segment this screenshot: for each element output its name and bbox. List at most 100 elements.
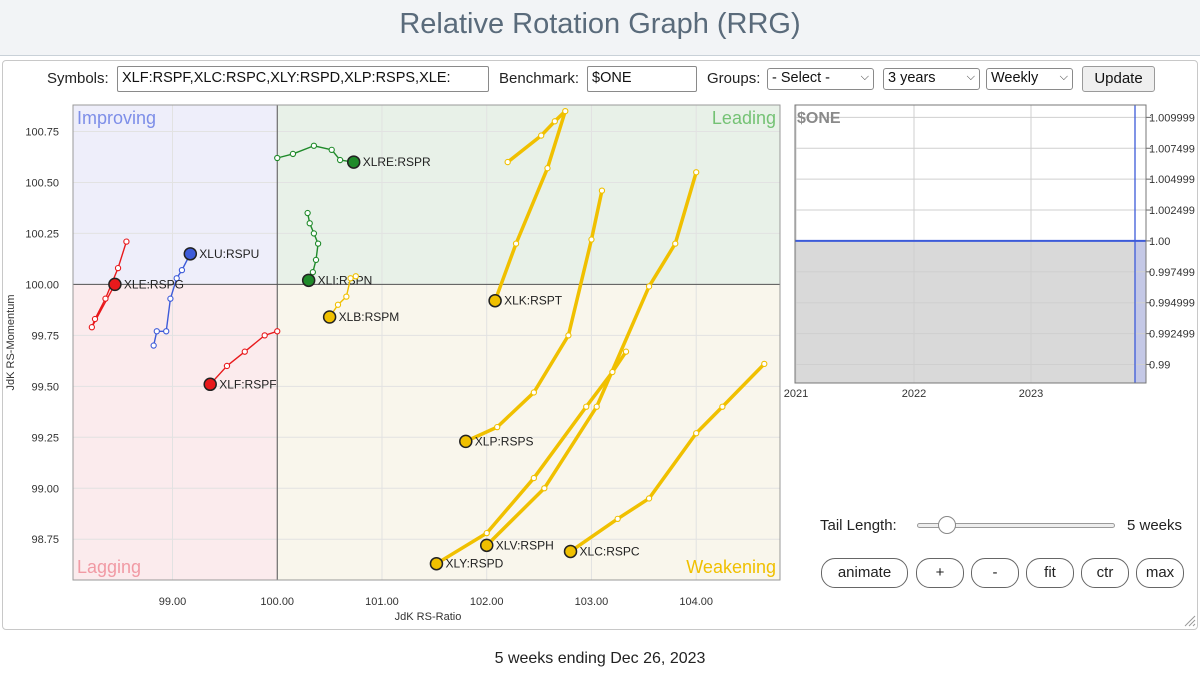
y-tick-label: 100.75 xyxy=(25,127,59,139)
x-axis-label: JdK RS-Ratio xyxy=(395,611,462,623)
benchmark-label: Benchmark: xyxy=(499,70,580,87)
benchmark-frame xyxy=(794,104,1147,384)
series-label: XLF:RSPF xyxy=(219,377,276,391)
tail-point xyxy=(352,273,359,280)
period-caption: 5 weeks ending Dec 26, 2023 xyxy=(494,650,706,667)
zoom-out-button[interactable]: - xyxy=(971,558,1019,588)
update-button[interactable]: Update xyxy=(1082,66,1155,92)
head-point xyxy=(459,434,473,449)
tail-point xyxy=(530,389,538,396)
y-tick-label: 100.25 xyxy=(25,228,59,240)
y-tick-label: 99.00 xyxy=(31,483,59,495)
tail-point xyxy=(334,301,342,308)
symbols-input[interactable]: XLF:RSPF,XLC:RSPC,XLY:RSPD,XLP:RSPS,XLE: xyxy=(117,66,489,92)
series-label: XLV:RSPH xyxy=(496,538,554,552)
plot-frame xyxy=(72,104,781,581)
y-tick-label: 99.75 xyxy=(31,330,59,342)
y-tick-label: 99.25 xyxy=(31,432,59,444)
zoom-in-button[interactable]: + xyxy=(916,558,964,588)
tail-point xyxy=(336,156,344,164)
series-label: XLRE:RSPR xyxy=(363,155,431,169)
tail-length-slider-handle[interactable] xyxy=(938,516,956,534)
tail-point xyxy=(541,485,548,492)
benchmark-x-tick-label: 2023 xyxy=(1019,388,1043,400)
period-select[interactable]: 3 years ⌵ xyxy=(883,68,980,90)
y-tick-label: 100.00 xyxy=(25,279,59,291)
tail-length-value: 5 weeks xyxy=(1127,517,1183,534)
frequency-select[interactable]: Weekly ⌵ xyxy=(986,68,1073,90)
symbols-label: Symbols: xyxy=(47,70,109,87)
tail-point xyxy=(562,107,569,115)
chevron-down-icon: ⌵ xyxy=(966,71,975,83)
benchmark-y-tick-label: 1.007499 xyxy=(1149,143,1195,155)
tail-point xyxy=(88,324,96,331)
x-tick-label: 103.00 xyxy=(575,596,609,608)
tail-point xyxy=(588,236,595,243)
y-tick-label: 100.50 xyxy=(25,177,59,189)
tail-line xyxy=(568,362,767,554)
y-tick-label: 98.75 xyxy=(31,534,59,546)
tail-point xyxy=(538,132,545,139)
benchmark-x-tick-label: 2021 xyxy=(784,388,808,400)
tail-point xyxy=(241,348,248,355)
tail-point xyxy=(150,342,157,349)
head-point xyxy=(322,310,337,324)
lagging-quadrant xyxy=(73,284,278,580)
tail-point xyxy=(551,118,558,125)
tail-point xyxy=(347,275,354,282)
benchmark-input[interactable]: $ONE xyxy=(587,66,697,92)
tail-line xyxy=(434,349,628,566)
frequency-select-value: Weekly xyxy=(991,70,1039,86)
tail-length-slider[interactable] xyxy=(917,523,1115,528)
tail-point xyxy=(645,495,653,502)
tail-point xyxy=(530,474,538,482)
groups-select[interactable]: - Select - ⌵ xyxy=(767,68,874,90)
benchmark-area-fill xyxy=(795,240,1135,383)
tail-point xyxy=(153,328,160,335)
x-tick-label: 101.00 xyxy=(365,596,399,608)
series-label: XLB:RSPM xyxy=(339,310,400,324)
tail-point xyxy=(312,256,320,264)
tail-line xyxy=(464,188,604,444)
tail-point xyxy=(123,238,130,245)
tail-point xyxy=(310,142,318,149)
y-axis-label: JdK RS-Momentum xyxy=(5,295,17,391)
head-point xyxy=(479,538,494,553)
quadrant-label-leading: Leading xyxy=(712,108,776,128)
tail-point xyxy=(494,423,501,431)
tail-point xyxy=(719,403,726,410)
animate-button[interactable]: animate xyxy=(821,558,908,588)
tail-point xyxy=(102,295,109,302)
series-label: XLE:RSPG xyxy=(124,277,184,291)
head-point xyxy=(301,273,316,288)
tail-point xyxy=(593,403,600,410)
benchmark-y-tick-label: 1.009999 xyxy=(1149,112,1195,124)
tail-point xyxy=(609,368,616,376)
benchmark-y-tick-label: 1.002499 xyxy=(1149,205,1195,217)
series-label: XLI:RSPN xyxy=(318,273,373,287)
head-point xyxy=(429,556,444,571)
tail-point xyxy=(693,169,700,176)
center-button[interactable]: ctr xyxy=(1081,558,1129,588)
tail-point xyxy=(645,283,653,290)
head-point xyxy=(108,277,122,292)
benchmark-y-tick-label: 0.99 xyxy=(1149,359,1170,371)
tail-point xyxy=(306,220,313,227)
benchmark-y-tick-label: 1.00 xyxy=(1149,236,1170,248)
tail-point xyxy=(309,269,317,276)
fit-button[interactable]: fit xyxy=(1026,558,1074,588)
tail-point xyxy=(565,332,572,339)
benchmark-y-tick-label: 1.004999 xyxy=(1149,174,1195,186)
tail-point xyxy=(178,266,186,274)
tail-point xyxy=(544,165,551,172)
resize-handle-icon[interactable] xyxy=(1184,615,1196,627)
tail-point xyxy=(672,240,679,247)
x-tick-label: 99.00 xyxy=(159,596,187,608)
series-label: XLY:RSPD xyxy=(445,557,503,571)
max-button[interactable]: max xyxy=(1136,558,1184,588)
benchmark-x-tick-label: 2022 xyxy=(902,388,926,400)
tail-point xyxy=(261,332,268,339)
x-tick-label: 104.00 xyxy=(679,596,713,608)
x-tick-label: 102.00 xyxy=(470,596,504,608)
